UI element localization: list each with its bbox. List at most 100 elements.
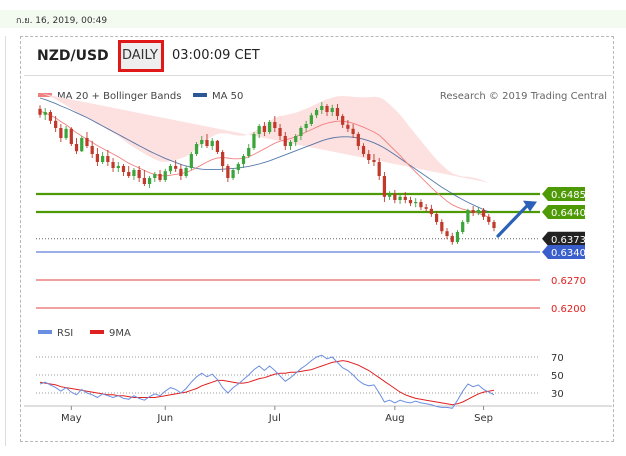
legend-ma20-label: MA 20 + Bollinger Bands [57, 91, 182, 102]
candle [408, 196, 413, 206]
candle-body [64, 128, 68, 138]
candle-body [111, 162, 115, 168]
rsi-tick-50: 50 [551, 371, 564, 382]
candle-body [262, 126, 267, 132]
candle [54, 116, 58, 132]
candle [241, 154, 246, 168]
legend-ma20: MA 20 + Bollinger Bands [38, 91, 181, 102]
candle [106, 150, 110, 166]
level-label: 0.6200 [551, 304, 586, 315]
candle [174, 160, 178, 172]
candle [247, 144, 251, 158]
candle [200, 136, 204, 148]
candle [69, 127, 73, 146]
candle-body [455, 232, 460, 242]
candle-body [309, 115, 313, 124]
rsi-line [39, 354, 495, 409]
x-label-jun: Jun [156, 413, 173, 424]
candle-body [487, 216, 491, 222]
candle-body [294, 136, 298, 142]
candle-body [388, 194, 392, 197]
candle-body [179, 168, 183, 176]
ma50-line [39, 97, 489, 213]
candle-body [116, 166, 120, 168]
candle-body [194, 144, 199, 154]
date-strip: ก.ย. 16, 2019, 00:49 [0, 10, 626, 28]
candle-body [429, 208, 433, 214]
candle-body [267, 122, 272, 132]
candle-body [142, 178, 146, 184]
rsi-swatch [38, 330, 52, 334]
candle [450, 232, 454, 245]
candle [132, 168, 136, 180]
candle [367, 150, 371, 164]
level-label-bg [542, 231, 585, 246]
candle-body [247, 148, 251, 156]
candle [59, 124, 63, 142]
candle-body [424, 207, 428, 209]
candle-body [74, 144, 79, 152]
x-label-sep: Sep [474, 413, 493, 424]
candle [346, 120, 350, 132]
x-label-aug: Aug [385, 413, 405, 424]
candle-body [330, 108, 334, 112]
candle-body [221, 152, 225, 166]
candle-body [153, 174, 157, 178]
candle-body [59, 128, 63, 138]
candle-body [163, 171, 167, 180]
candle [330, 104, 334, 116]
level-label-0-6373: 0.6373 [551, 235, 586, 246]
candle-body [127, 172, 131, 176]
candle [95, 148, 100, 166]
candle-body [382, 176, 387, 197]
level-label-0-6440: 0.6440 [551, 208, 586, 219]
candle-body [54, 120, 58, 128]
timeframe-box[interactable] [118, 40, 164, 72]
candle-body [367, 154, 371, 160]
candle-body [158, 174, 162, 180]
candle-body [38, 108, 42, 115]
candle [43, 108, 47, 120]
candle-body [304, 124, 308, 128]
legend-9ma-label: 9MA [109, 328, 131, 339]
candle-body [85, 138, 89, 146]
ma20-swatch [38, 93, 52, 97]
candle [471, 206, 475, 216]
candle [335, 104, 340, 120]
candle-body [414, 202, 418, 204]
candle [147, 176, 152, 188]
candle [481, 208, 486, 220]
chart-panel [20, 36, 614, 442]
candle [487, 214, 491, 225]
candle [372, 154, 376, 166]
candle-body [461, 222, 465, 232]
candle-body [147, 178, 152, 184]
x-label-may: May [61, 413, 82, 424]
candle-body [215, 140, 220, 152]
candle-body [419, 202, 423, 208]
candle-body [314, 110, 319, 116]
candle [194, 142, 199, 156]
time-label: 03:00:09 CET [172, 48, 260, 63]
candle [388, 191, 392, 200]
candle [377, 158, 381, 180]
candle-body [278, 128, 282, 136]
candle [424, 204, 428, 212]
candle [492, 220, 496, 232]
candle [273, 116, 277, 132]
level-label-0-6340: 0.6340 [551, 248, 586, 259]
candle [283, 132, 287, 150]
candle-body [69, 128, 73, 144]
legend-rsi: RSI [38, 328, 73, 339]
research-credit: Research © 2019 Trading Central [439, 91, 607, 102]
candle [168, 164, 173, 174]
timeframe-label[interactable]: DAILY [122, 48, 158, 63]
legend-ma50-label: MA 50 [212, 91, 244, 102]
candle [38, 105, 42, 118]
candle-body [189, 154, 193, 168]
candle-body [320, 106, 324, 110]
candle [393, 190, 397, 204]
candle-body [121, 166, 126, 172]
candle [309, 112, 313, 126]
candle-body [210, 140, 214, 146]
